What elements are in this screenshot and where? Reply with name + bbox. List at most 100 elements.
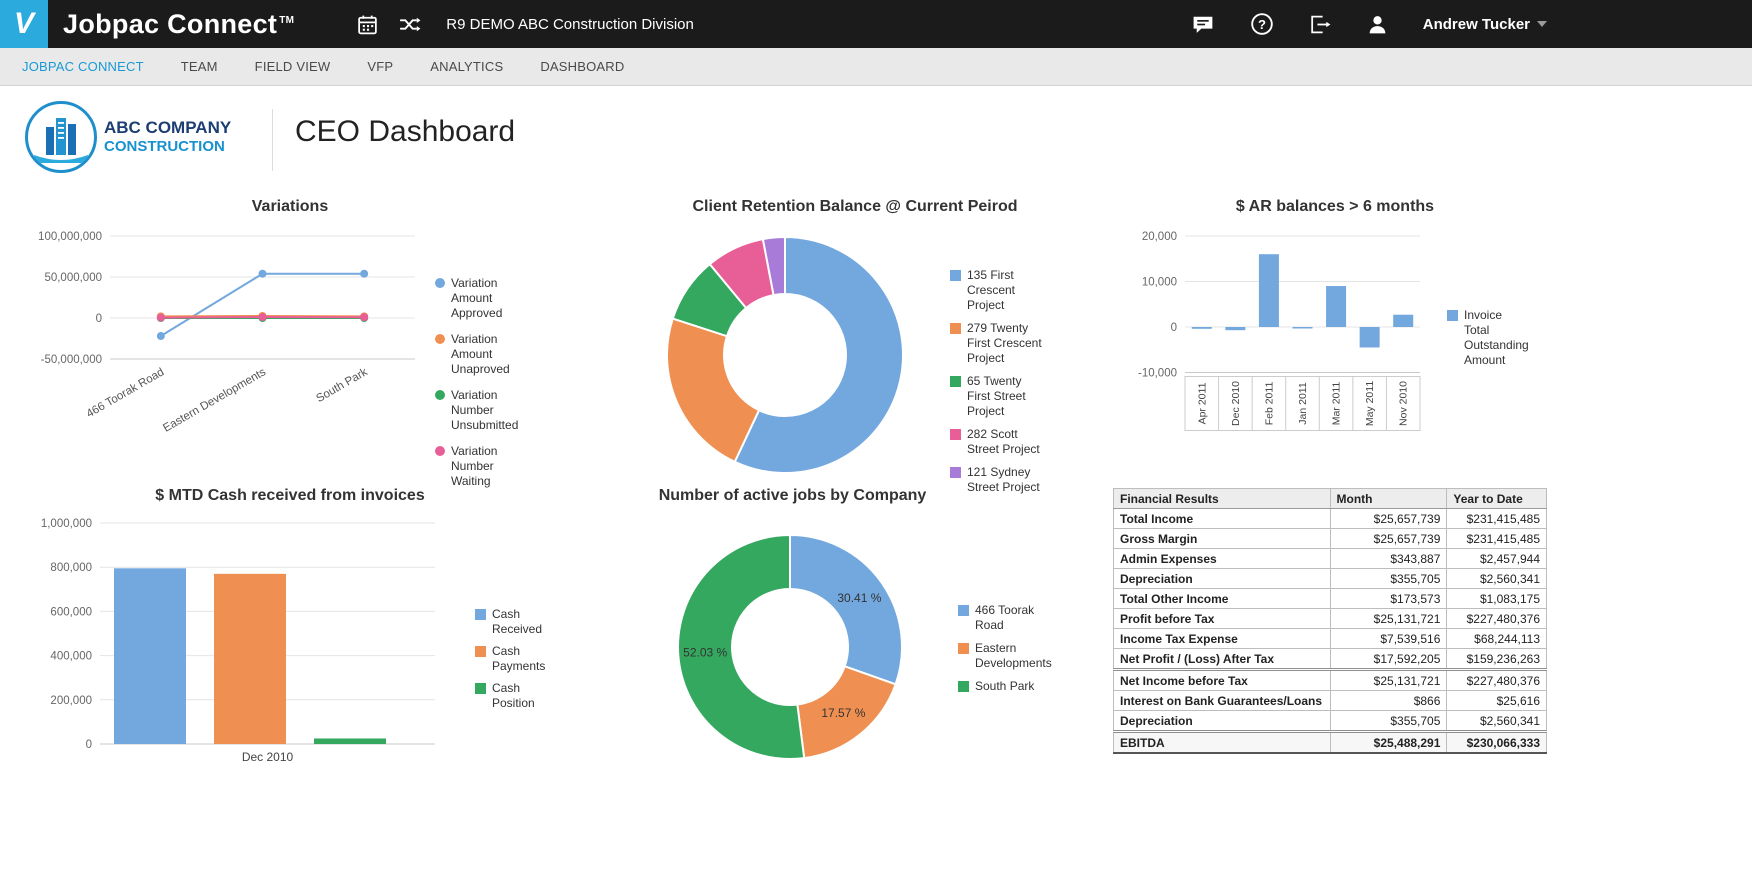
donut-slice[interactable] (677, 533, 806, 760)
data-point[interactable] (156, 313, 165, 322)
table-row: Admin Expenses $343,887 $2,457,944 (1113, 548, 1547, 569)
company-name-line1: ABC COMPANY (104, 118, 232, 137)
legend-marker-icon (950, 270, 961, 281)
chat-icon[interactable] (1191, 13, 1216, 36)
legend-item[interactable]: Cash Payments (475, 644, 565, 674)
legend-label: Eastern Developments (975, 641, 1052, 670)
nav-item-jobpac-connect[interactable]: JOBPAC CONNECT (22, 59, 144, 74)
y-axis-tick: 10,000 (1142, 277, 1177, 289)
table-cell: Income Tax Expense (1113, 628, 1331, 649)
nav-item-dashboard[interactable]: DASHBOARD (540, 59, 625, 74)
chart-title: $ AR balances > 6 months (1235, 198, 1435, 215)
legend-item[interactable]: 466 Toorak Road (958, 603, 1043, 633)
app-title: Jobpac Connect TM (63, 9, 294, 40)
bar[interactable] (1292, 327, 1313, 329)
table-header-row: Financial Results Month Year to Date (1113, 488, 1547, 509)
legend-item[interactable]: South Park (958, 679, 1043, 694)
nav-item-analytics[interactable]: ANALYTICS (430, 59, 504, 74)
legend-marker-icon (958, 605, 969, 616)
legend-item[interactable]: Cash Received (475, 607, 565, 637)
line-series (160, 272, 365, 337)
data-point[interactable] (258, 313, 267, 322)
table-cell: Total Income (1113, 508, 1331, 529)
user-menu[interactable]: Andrew Tucker (1423, 16, 1547, 33)
nav-item-vfp[interactable]: VFP (367, 59, 394, 74)
table-cell: $17,592,205 (1329, 648, 1448, 671)
jobpac-logo[interactable]: V (0, 0, 48, 48)
legend-item[interactable]: Cash Position (475, 681, 565, 711)
table-row: Depreciation $355,705 $2,560,341 (1113, 568, 1547, 589)
buildings-icon (34, 118, 88, 163)
shuffle-icon[interactable] (397, 13, 422, 36)
nav-item-team[interactable]: TEAM (180, 59, 218, 74)
y-axis-tick: 1,000,000 (41, 518, 92, 530)
table-row: Net Income before Tax $25,131,721 $227,480… (1113, 669, 1547, 691)
data-point[interactable] (258, 269, 267, 278)
table-cell: $7,539,516 (1329, 628, 1448, 649)
bar[interactable] (1258, 254, 1279, 327)
legend-item[interactable]: Variation Amount Approved (435, 276, 535, 321)
help-icon[interactable]: ? (1250, 12, 1274, 36)
table-cell: $25,616 (1446, 690, 1547, 711)
data-point[interactable] (360, 313, 369, 322)
x-axis-label: Nov 2010 (1398, 381, 1410, 426)
legend-item[interactable]: 279 Twenty First Crescent Project (950, 321, 1045, 366)
x-axis-label: Dec 2010 (242, 750, 294, 764)
donut-slice[interactable] (733, 235, 904, 474)
table-row: Total Income $25,657,739 $231,415,485 (1113, 508, 1547, 529)
legend-item[interactable]: Variation Amount Unaproved (435, 332, 535, 377)
bar[interactable] (214, 573, 286, 744)
table-cell: $25,131,721 (1329, 669, 1448, 691)
table-cell: $2,560,341 (1446, 568, 1547, 589)
data-point[interactable] (156, 332, 165, 341)
bar[interactable] (1225, 327, 1246, 331)
table-cell: $227,480,376 (1446, 669, 1547, 691)
chart-ar-balances: $ AR balances > 6 months 20,000 10,000 0 -1… (1100, 198, 1570, 463)
data-point[interactable] (360, 269, 369, 278)
legend-marker-icon (435, 278, 445, 288)
legend-item[interactable]: Variation Number Waiting (435, 444, 535, 489)
bar[interactable] (1191, 327, 1212, 329)
legend-marker-icon (475, 683, 486, 694)
svg-text:?: ? (1258, 17, 1266, 32)
bar[interactable] (314, 738, 386, 744)
bar[interactable] (114, 568, 186, 744)
page-header: ABC COMPANY CONSTRUCTION CEO Dashboard (0, 87, 1752, 192)
bar[interactable] (1359, 327, 1380, 348)
legend-item[interactable]: 121 Sydney Street Project (950, 465, 1045, 495)
legend-item[interactable]: Invoice Total Outstanding Amount (1447, 308, 1529, 368)
table-cell: Profit before Tax (1113, 608, 1331, 629)
legend-item[interactable]: 135 First Crescent Project (950, 268, 1045, 313)
table-row: Income Tax Expense $7,539,516 $68,244,113 (1113, 628, 1547, 649)
legend-item[interactable]: 65 Twenty First Street Project (950, 374, 1045, 419)
table-cell: EBITDA (1113, 731, 1331, 754)
calendar-icon[interactable] (356, 13, 379, 36)
legend-item[interactable]: Variation Number Unsubmitted (435, 388, 535, 433)
legend-label: 282 Scott Street Project (967, 427, 1040, 456)
legend-item[interactable]: 282 Scott Street Project (950, 427, 1045, 457)
slice-percent-label: 52.03 % (683, 645, 727, 659)
table-cell: $231,415,485 (1446, 528, 1547, 549)
user-icon[interactable] (1366, 13, 1389, 36)
user-name: Andrew Tucker (1422, 15, 1530, 33)
donut-slice[interactable] (789, 533, 903, 686)
bar[interactable] (1326, 286, 1347, 327)
legend-item[interactable]: Eastern Developments (958, 641, 1052, 671)
legend-label: South Park (975, 679, 1035, 693)
legend-label: 65 Twenty First Street Project (967, 374, 1026, 418)
bar[interactable] (1393, 314, 1414, 327)
slice-percent-label: 30.41 % (837, 591, 881, 605)
table-cell: $25,657,739 (1329, 508, 1448, 529)
table-cell: $159,236,263 (1446, 648, 1547, 671)
donut-slice[interactable] (761, 235, 786, 297)
ar-legend: Invoice Total Outstanding Amount (1447, 308, 1529, 439)
y-axis-tick: 800,000 (50, 562, 92, 574)
x-axis-label: Mar 2011 (1331, 382, 1343, 426)
nav-item-field-view[interactable]: FIELD VIEW (254, 59, 331, 74)
logout-icon[interactable] (1308, 13, 1332, 36)
table-cell: Net Income before Tax (1113, 669, 1331, 691)
legend-marker-icon (958, 681, 969, 692)
donut-slice[interactable] (666, 317, 761, 464)
x-axis-label: 466 Toorak Road (85, 366, 167, 420)
